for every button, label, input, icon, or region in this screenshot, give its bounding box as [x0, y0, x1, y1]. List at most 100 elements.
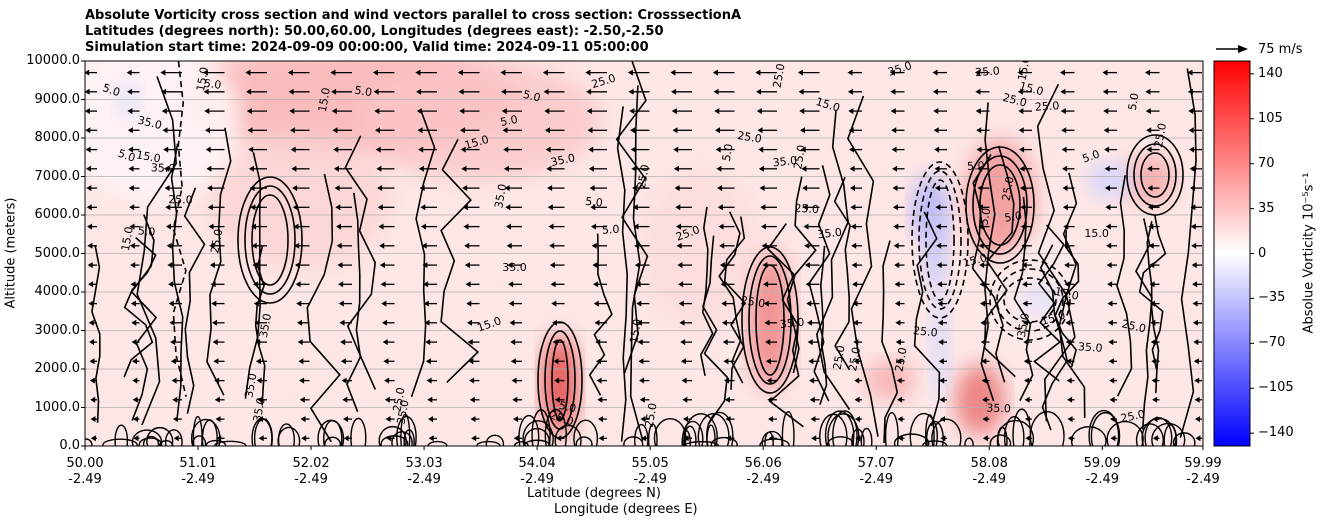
- contour-label: 25.0: [1152, 122, 1169, 148]
- wind-vector-head: [979, 281, 985, 288]
- wind-vector-head: [290, 146, 296, 153]
- wind-vector-head: [891, 127, 897, 134]
- wind-vector-head: [128, 165, 134, 172]
- wind-vector-head: [172, 396, 178, 403]
- wind-vector-head: [632, 185, 638, 192]
- wind-vector-head: [379, 242, 385, 249]
- wind-vector-head: [1060, 88, 1066, 95]
- contour-closed: [251, 194, 289, 286]
- wind-vector-head: [892, 185, 898, 192]
- wind-vector-head: [848, 127, 854, 134]
- wind-vector-head: [628, 88, 634, 95]
- wind-vector-head: [893, 242, 899, 249]
- wind-vector-head: [1107, 300, 1113, 307]
- contour-label: 25.0: [1035, 99, 1060, 114]
- axis-ticks: [81, 60, 1204, 450]
- wind-vector-head: [423, 281, 429, 288]
- x-tick-longitude: -2.49: [1186, 472, 1220, 487]
- wind-vector-head: [343, 416, 348, 423]
- wind-vector-head: [457, 69, 463, 76]
- wind-vector-head: [1060, 69, 1065, 76]
- wind-vector-head: [129, 223, 135, 230]
- wind-vector-head: [546, 165, 552, 172]
- wind-vector-head: [756, 108, 762, 115]
- contour-closed: [979, 164, 1021, 246]
- contour-label: 35.0: [1078, 340, 1103, 355]
- x-tick-longitude: -2.49: [972, 472, 1007, 487]
- contour-line: [971, 153, 1006, 383]
- wind-vector-head: [809, 396, 815, 403]
- wind-vector-head: [672, 127, 678, 134]
- wind-vector-head: [1151, 377, 1157, 384]
- wind-vector-head: [247, 127, 253, 134]
- contour-surface: [391, 431, 413, 446]
- wind-vector-head: [87, 242, 93, 249]
- wind-vector-head: [464, 242, 470, 249]
- y-tick-label: 8000.0: [34, 130, 81, 145]
- contour-line: [130, 214, 158, 421]
- wind-vector-head: [503, 146, 509, 153]
- contour-label: 15.0: [1018, 79, 1045, 98]
- wind-vector-head: [428, 435, 434, 442]
- wind-vector-head: [934, 165, 940, 172]
- wind-vector-head: [509, 319, 515, 326]
- wind-vector-head: [128, 146, 134, 153]
- contour-label: 15.0: [1084, 227, 1109, 240]
- wind-vector-head: [637, 339, 643, 346]
- wind-vector-head: [588, 146, 594, 153]
- wind-vector-head: [894, 262, 900, 269]
- wind-vector-head: [631, 165, 637, 172]
- y-tick-label: 7000.0: [34, 168, 81, 184]
- wind-vector-head: [935, 223, 941, 230]
- wind-vector-head: [386, 435, 392, 442]
- y-tick-label: 0.0: [59, 438, 80, 453]
- contour-label: 25.0: [740, 294, 766, 311]
- wind-vector-head: [128, 185, 134, 192]
- wind-vector-head: [1147, 185, 1153, 192]
- wind-vector-head: [293, 223, 299, 230]
- wind-vector-head: [173, 435, 179, 442]
- wind-vector-head: [714, 108, 720, 115]
- wind-vector-head: [891, 146, 897, 153]
- wind-vector-head: [853, 339, 859, 346]
- wind-vector-head: [1189, 165, 1195, 172]
- wind-vector-head: [300, 416, 306, 423]
- wind-vector-head: [1106, 242, 1112, 249]
- wind-vector-head: [459, 108, 465, 115]
- wind-vector-head: [379, 262, 385, 269]
- colorbar-tick-label: 35: [1258, 200, 1275, 216]
- wind-vector-head: [338, 281, 344, 288]
- wind-vector-head: [854, 377, 860, 384]
- wind-vector-head: [1062, 204, 1068, 211]
- colorbar-label: Absolue Vorticity 10⁻⁵s⁻¹: [1301, 172, 1317, 334]
- wind-vector-head: [510, 358, 516, 365]
- colorbar-tick-label: −70: [1258, 335, 1286, 351]
- wind-vector-head: [634, 262, 640, 269]
- wind-vector-head: [470, 416, 476, 423]
- wind-vector-head: [937, 300, 943, 307]
- wind-vector-head: [202, 69, 208, 76]
- wind-vector-head: [1105, 204, 1111, 211]
- wind-vector-head: [1104, 146, 1110, 153]
- wind-vector-head: [975, 69, 980, 76]
- wind-vector-head: [768, 416, 773, 423]
- contour-closed: [1140, 152, 1170, 198]
- contour-label: 25.0: [168, 193, 193, 206]
- wind-vector-head: [890, 88, 896, 95]
- contour-label: 25.0: [846, 346, 863, 372]
- contour-line: [123, 236, 157, 378]
- wind-vector-head: [338, 300, 344, 307]
- wind-vector-head: [892, 165, 898, 172]
- wind-vector-head: [980, 300, 985, 307]
- wind-vector-head: [548, 223, 554, 230]
- wind-vector-head: [253, 300, 259, 307]
- wind-vector-head: [1022, 319, 1028, 326]
- wind-vector-head: [673, 146, 679, 153]
- wind-vector-head: [383, 358, 389, 365]
- wind-vector-head: [724, 377, 730, 384]
- wind-vector-head: [811, 435, 817, 442]
- wind-vector-head: [638, 358, 644, 365]
- wind-vector-head: [1105, 223, 1111, 230]
- contour-surface: [1135, 423, 1164, 446]
- x-tick-label: 50.00 -2.49: [55, 456, 115, 488]
